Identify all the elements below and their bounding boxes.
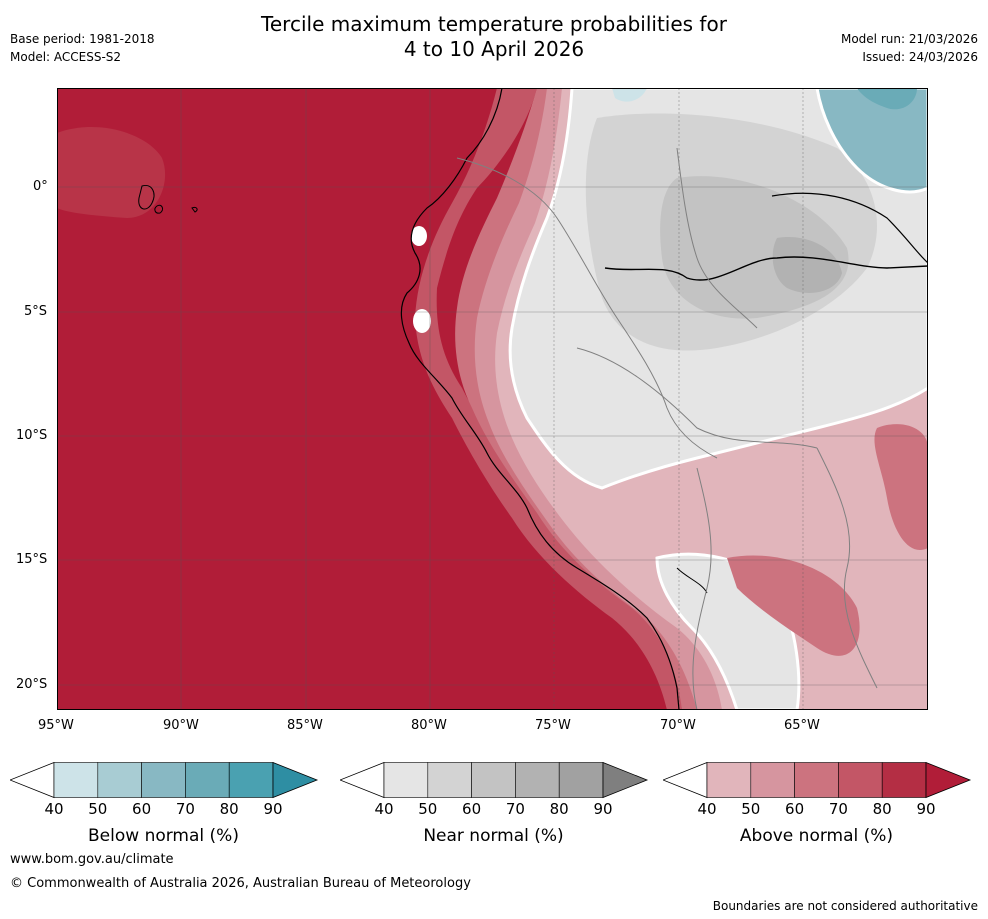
base-period: Base period: 1981-2018 (10, 32, 155, 46)
near-normal-tick-80: 80 (549, 800, 569, 818)
below-normal-segment-50 (97, 762, 142, 798)
below-normal-tick-40: 40 (44, 800, 64, 818)
lon-label-80w: 80°W (411, 718, 447, 733)
galapagos-warm-region (57, 127, 166, 218)
below-normal-segment-40 (53, 762, 99, 798)
below-normal-segment-70 (185, 762, 230, 798)
andes-above-normal-patch (727, 555, 860, 656)
country-borders (456, 147, 878, 710)
meta-right: Model run: 21/03/2026 Issued: 24/03/2026 (841, 30, 978, 66)
above-normal-high-extension (925, 762, 972, 799)
border-bolivia-brazil (816, 447, 878, 689)
lon-label-85w: 85°W (287, 718, 323, 733)
near-normal-colorbar-label: Near normal (%) (423, 826, 564, 846)
lat-label-10s: 10°S (16, 428, 48, 443)
white-gap-south (413, 309, 431, 333)
near-normal-tick-90: 90 (593, 800, 613, 818)
galapagos-island-santa-cruz (154, 204, 164, 214)
model-name: Model: ACCESS-S2 (10, 50, 122, 64)
white-gap-north (411, 226, 427, 246)
above-normal-segment-80 (881, 762, 927, 798)
lat-label-0: 0° (33, 179, 48, 194)
above-normal-colorbar-label: Above normal (%) (739, 826, 894, 846)
coastal-band-80 (415, 88, 682, 710)
above-normal-segment-70 (838, 762, 883, 798)
below-normal-colorbar-label: Below normal (%) (88, 826, 239, 846)
chart-title: Tercile maximum temperature probabilitie… (0, 12, 988, 62)
above-normal-tick-70: 70 (828, 800, 848, 818)
lake-titicaca (676, 567, 708, 594)
above-normal-tick-50: 50 (741, 800, 761, 818)
border-ecuador-peru (456, 157, 718, 459)
above-normal-segment-50 (750, 762, 795, 798)
eastern-above-normal-patch (874, 424, 928, 550)
lon-label-90w: 90°W (163, 718, 199, 733)
near-normal-segment-80 (558, 762, 604, 798)
border-colombia-brazil (676, 147, 758, 329)
below-normal-high-extension (272, 762, 319, 799)
near-normal-tick-50: 50 (418, 800, 438, 818)
near-normal-segment-70 (515, 762, 560, 798)
gridlines (57, 88, 928, 710)
above-normal-tick-40: 40 (697, 800, 717, 818)
footer-disclaimer: Boundaries are not considered authoritat… (712, 899, 978, 913)
border-peru-brazil (576, 347, 818, 449)
lon-label-75w: 75°W (535, 718, 571, 733)
galapagos-island-isabela (138, 184, 155, 210)
below-normal-tick-90: 90 (263, 800, 283, 818)
below-normal-70-patch (815, 88, 928, 194)
below-normal-low-extension (10, 762, 55, 799)
near-normal-high-extension (602, 762, 649, 799)
below-normal-80-patch (857, 88, 917, 110)
below-normal-tick-50: 50 (88, 800, 108, 818)
above-normal-segment-60 (794, 762, 839, 798)
near-normal-tick-70: 70 (505, 800, 525, 818)
below-normal-50-patch (612, 88, 647, 102)
above-normal-low-extension (663, 762, 708, 799)
near-normal-colorbar (340, 762, 649, 799)
lat-label-15s: 15°S (16, 552, 48, 567)
issued-date: Issued: 24/03/2026 (862, 50, 978, 64)
above-normal-segment-40 (706, 762, 752, 798)
near-normal-tick-60: 60 (462, 800, 482, 818)
coastline (400, 88, 680, 710)
border-peru-bolivia (692, 467, 712, 710)
above-normal-tick-80: 80 (872, 800, 892, 818)
near-normal-tick-40: 40 (374, 800, 394, 818)
below-normal-tick-70: 70 (175, 800, 195, 818)
below-normal-tick-60: 60 (132, 800, 152, 818)
title-line-1: Tercile maximum temperature probabilitie… (261, 12, 727, 36)
galapagos-island-san-cristobal (191, 207, 198, 213)
amazon-river (604, 256, 928, 281)
probability-map (57, 88, 928, 710)
near-normal-80-patch (772, 237, 842, 293)
above-normal-tick-90: 90 (916, 800, 936, 818)
lon-label-95w: 95°W (38, 718, 74, 733)
near-normal-segment-60 (471, 762, 516, 798)
lat-label-20s: 20°S (16, 677, 48, 692)
footer-copyright: © Commonwealth of Australia 2026, Austra… (10, 876, 471, 891)
below-normal-tick-80: 80 (219, 800, 239, 818)
below-normal-segment-60 (141, 762, 186, 798)
footer-url: www.bom.gov.au/climate (10, 852, 174, 867)
model-run: Model run: 21/03/2026 (840, 32, 978, 46)
above-normal-tick-60: 60 (785, 800, 805, 818)
river-north (771, 192, 928, 264)
lon-label-65w: 65°W (784, 718, 820, 733)
below-normal-colorbar (10, 762, 319, 799)
lat-label-5s: 5°S (24, 304, 48, 319)
meta-left: Base period: 1981-2018 Model: ACCESS-S2 (10, 30, 155, 66)
above-normal-colorbar (663, 762, 972, 799)
map-frame (57, 88, 928, 710)
title-line-2: 4 to 10 April 2026 (403, 37, 585, 61)
near-normal-segment-50 (427, 762, 472, 798)
near-normal-low-extension (340, 762, 385, 799)
lon-label-70w: 70°W (660, 718, 696, 733)
below-normal-segment-80 (228, 762, 274, 798)
near-normal-segment-40 (383, 762, 429, 798)
